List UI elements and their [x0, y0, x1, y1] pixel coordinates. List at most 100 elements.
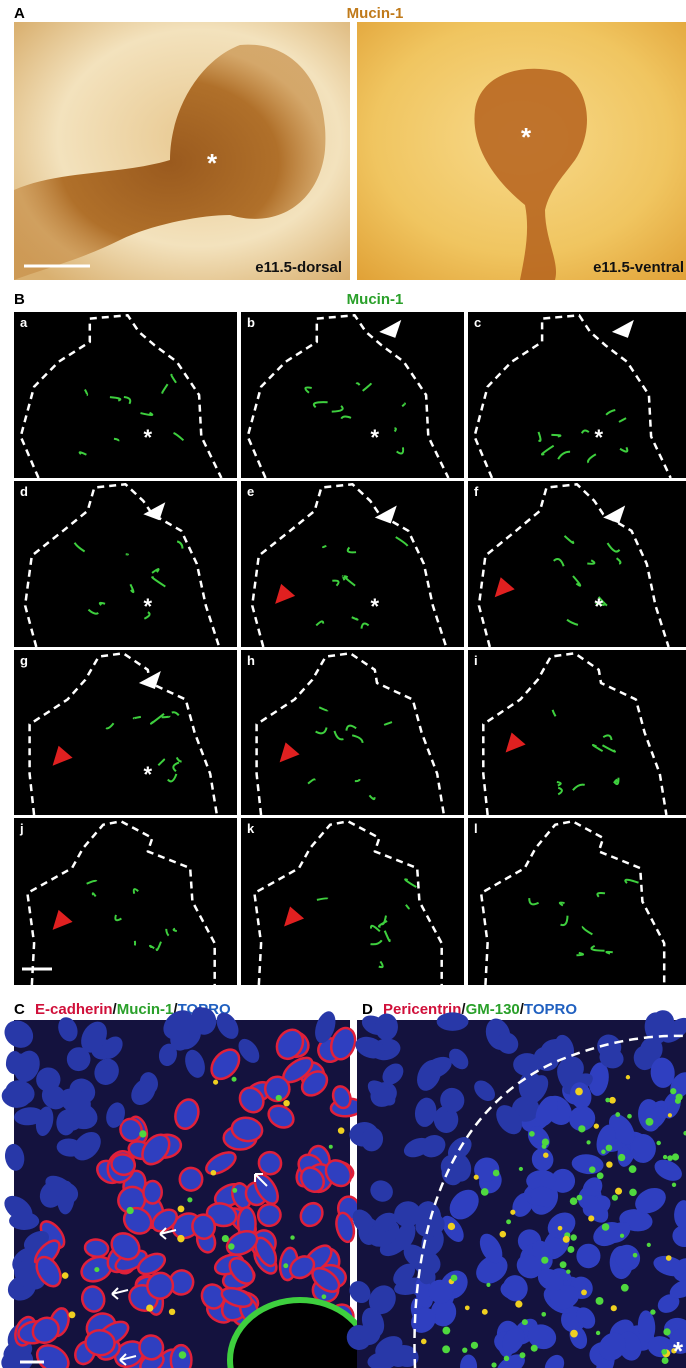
- signal: [586, 1140, 591, 1145]
- signal: [541, 1311, 547, 1317]
- signal: [567, 1245, 575, 1253]
- nucleus: [84, 1329, 116, 1357]
- nucleus: [83, 1238, 110, 1258]
- nucleus: [630, 1133, 656, 1163]
- nucleus: [497, 1354, 525, 1368]
- signal: [315, 620, 325, 627]
- signal: [168, 1308, 176, 1316]
- arrowhead: [138, 671, 161, 689]
- nucleus: [256, 1203, 282, 1228]
- signal: [187, 1197, 193, 1203]
- signal: [210, 1169, 217, 1176]
- arrow: [119, 1353, 137, 1366]
- signal: [405, 904, 410, 910]
- nucleus: [609, 1114, 635, 1145]
- nucleus: [433, 1106, 459, 1133]
- signal: [606, 1161, 613, 1168]
- arrowhead: [52, 745, 73, 766]
- signal: [613, 777, 620, 786]
- signal: [528, 898, 540, 906]
- nucleus: [652, 1010, 675, 1033]
- nucleus: [639, 1037, 663, 1063]
- subpanel-label: k: [247, 821, 255, 836]
- nucleus: [430, 1298, 457, 1327]
- signal: [228, 1243, 235, 1250]
- signal: [355, 382, 361, 386]
- signal: [176, 540, 184, 549]
- panel-title: D Pericentrin/GM-130/TOPRO: [362, 1001, 577, 1018]
- nucleus: [535, 1095, 558, 1127]
- asterisk: *: [371, 594, 380, 619]
- image-d: *: [346, 1010, 686, 1368]
- signal: [595, 1330, 601, 1336]
- nucleus: [583, 1195, 609, 1223]
- nucleus: [299, 1166, 325, 1193]
- signal: [674, 1097, 681, 1104]
- subpanel-label: d: [20, 484, 28, 499]
- title-part: Pericentrin: [383, 1001, 461, 1018]
- nucleus: [650, 1057, 675, 1088]
- signal: [596, 891, 606, 898]
- nucleus: [373, 1212, 398, 1233]
- asterisk: *: [371, 425, 380, 450]
- signal: [566, 618, 579, 626]
- nucleus: [570, 1082, 592, 1109]
- signal: [175, 757, 182, 763]
- nucleus: [72, 1132, 101, 1161]
- arrowhead: [611, 319, 634, 338]
- signal: [541, 1143, 547, 1149]
- signal: [570, 1234, 577, 1241]
- signal: [665, 1255, 672, 1261]
- arrow: [254, 1173, 268, 1187]
- signal: [629, 1188, 637, 1197]
- image-tile: [14, 818, 237, 985]
- subpanel-label: f: [474, 484, 479, 499]
- nucleus: [449, 1189, 479, 1220]
- signal: [558, 901, 565, 907]
- signal: [530, 1344, 538, 1352]
- tissue-outline: [28, 652, 219, 816]
- nucleus: [496, 1032, 519, 1054]
- signal: [551, 433, 562, 438]
- signal: [519, 1352, 526, 1359]
- signal: [556, 780, 562, 787]
- nucleus: [311, 1266, 341, 1293]
- title-part: GM-130: [466, 1001, 520, 1018]
- signal: [322, 544, 327, 549]
- subpanel-label: h: [247, 653, 255, 668]
- nucleus: [415, 1213, 445, 1238]
- nucleus: [502, 1327, 525, 1354]
- arrow: [159, 1227, 177, 1240]
- title-part: E-cadherin: [35, 1001, 113, 1018]
- nucleus: [131, 1078, 156, 1105]
- signal: [78, 451, 87, 456]
- nucleus: [220, 1286, 253, 1308]
- arrowhead: [494, 577, 515, 598]
- tissue-outline: [413, 1034, 686, 1368]
- signal: [557, 786, 563, 796]
- signal: [570, 1329, 578, 1338]
- signal: [618, 417, 627, 423]
- signal: [515, 1300, 523, 1308]
- signal: [587, 559, 596, 565]
- signal: [396, 447, 405, 455]
- signal: [610, 1305, 617, 1312]
- signal: [315, 727, 328, 735]
- title-part: /: [461, 1001, 466, 1018]
- nucleus: [460, 1354, 478, 1368]
- signal: [383, 930, 391, 943]
- signal: [625, 1075, 631, 1080]
- nucleus: [550, 1168, 576, 1193]
- signal: [596, 1172, 604, 1180]
- signal: [401, 402, 406, 408]
- signal: [395, 536, 409, 547]
- nucleus: [436, 1012, 469, 1031]
- signal: [170, 373, 177, 384]
- subpanel-label: e: [247, 484, 254, 499]
- nucleus: [324, 1159, 353, 1188]
- signal: [151, 576, 166, 588]
- signal: [450, 1274, 458, 1282]
- nucleus: [637, 1310, 656, 1343]
- nucleus: [530, 1186, 558, 1208]
- tissue: [474, 68, 587, 280]
